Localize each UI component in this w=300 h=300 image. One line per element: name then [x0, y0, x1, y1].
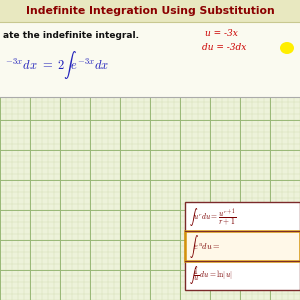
Bar — [185, 231, 300, 261]
Text: u = -3x: u = -3x — [205, 29, 238, 38]
Text: $\int e^u du =$: $\int e^u du =$ — [189, 232, 220, 260]
Text: ate the indefinite integral.: ate the indefinite integral. — [3, 32, 139, 40]
Bar — [185, 202, 300, 290]
Text: Indefinite Integration Using Substitution: Indefinite Integration Using Substitutio… — [26, 6, 275, 16]
Text: $\int \dfrac{1}{u}\, du = \ln|u|$: $\int \dfrac{1}{u}\, du = \ln|u|$ — [189, 264, 232, 286]
Text: ${}^{-3x}dx\ =\ 2\int e^{-3x}dx$: ${}^{-3x}dx\ =\ 2\int e^{-3x}dx$ — [5, 49, 109, 81]
Ellipse shape — [280, 42, 294, 54]
Bar — [0, 0, 300, 22]
Text: du = -3dx: du = -3dx — [202, 44, 246, 52]
Text: $\int u^r du = \dfrac{u^{r+1}}{r+1}$: $\int u^r du = \dfrac{u^{r+1}}{r+1}$ — [189, 206, 237, 228]
Bar — [0, 97, 300, 300]
Bar — [0, 22, 300, 97]
